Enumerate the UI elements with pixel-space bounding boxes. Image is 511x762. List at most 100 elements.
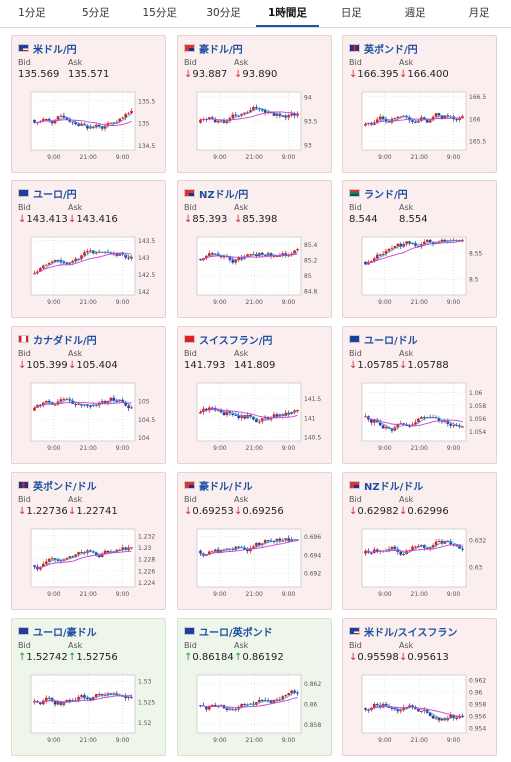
currency-pair-link[interactable]: ランド/円 [364, 189, 408, 201]
currency-pair-link[interactable]: カナダドル/円 [33, 335, 97, 347]
candle [106, 549, 110, 554]
short-moving-average-line [34, 693, 132, 704]
y-tick-label: 1.058 [469, 403, 486, 410]
price-chart[interactable]: 0.962 0.96 0.958 0.956 0.954 9:00 21:00 9:00 [348, 671, 493, 753]
bid-ask-labels: Bid Ask [184, 203, 248, 212]
candle [56, 557, 60, 563]
rate-card[interactable]: 米ドル/スイスフラン Bid Ask ↓0.95598↓0.95613 0.962… [342, 618, 497, 756]
currency-pair-link[interactable]: ユーロ/英ポンド [199, 627, 273, 639]
bid-ask-labels: Bid Ask [184, 641, 248, 650]
price-chart[interactable]: 143.5 143 142.5 142 9:00 21:00 9:00 [17, 233, 162, 315]
candle [390, 245, 394, 250]
x-tick-label: 21:00 [411, 591, 428, 598]
currency-pair-link[interactable]: ユーロ/ドル [364, 335, 418, 347]
price-chart[interactable]: 141.5 141 140.5 9:00 21:00 9:00 [183, 379, 328, 461]
currency-pair-link[interactable]: ユーロ/豪ドル [33, 627, 97, 639]
x-tick-label: 21:00 [411, 154, 428, 161]
rate-card[interactable]: 英ポンド/円 Bid Ask ↓166.395↓166.400 166.5 166 1… [342, 35, 497, 173]
currency-pair-link[interactable]: スイスフラン/円 [199, 335, 273, 347]
candle [47, 695, 51, 700]
price-chart[interactable]: 1.06 1.058 1.056 1.054 9:00 21:00 9:00 [348, 379, 493, 461]
ask-value: ↓143.416 [68, 214, 118, 225]
rate-card[interactable]: 豪ドル/ドル Bid Ask ↓0.69253↓0.69256 0.696 0.69… [177, 472, 332, 610]
rate-card[interactable]: ユーロ/豪ドル Bid Ask ↑1.52742↑1.52756 1.53 1.52… [11, 618, 166, 756]
y-tick-label: 135 [138, 121, 150, 128]
trend-arrow-icon: ↓ [349, 506, 358, 517]
tab-8[interactable]: 月足 [468, 7, 490, 19]
currency-pair-link[interactable]: 英ポンド/円 [364, 44, 418, 56]
currency-pair-link[interactable]: 豪ドル/ドル [199, 481, 253, 493]
card-header: 英ポンド/ドル [18, 478, 97, 493]
y-tick-label: 0.954 [469, 726, 486, 733]
price-chart[interactable]: 0.632 0.63 9:00 21:00 9:00 [348, 525, 493, 607]
currency-pair-link[interactable]: 英ポンド/ドル [33, 481, 97, 493]
tab-2[interactable]: 5分足 [81, 7, 110, 19]
price-chart[interactable]: 85.4 85.2 85 84.8 9:00 21:00 9:00 [183, 233, 328, 315]
candle [422, 415, 426, 421]
currency-pair-link[interactable]: NZドル/ドル [364, 481, 424, 493]
candle [399, 550, 403, 557]
bid-ask-labels: Bid Ask [184, 58, 248, 67]
rate-card[interactable]: ランド/円 Bid Ask 8.544 8.554 8.55 8.5 9:00 21:00… [342, 180, 497, 318]
short-moving-average-line [34, 399, 132, 409]
us-flag-icon [18, 44, 29, 52]
x-tick-label: 9:00 [282, 299, 296, 306]
price-chart[interactable]: 105 104.5 104 9:00 21:00 9:00 [17, 379, 162, 461]
tab-4[interactable]: 30分足 [206, 7, 241, 19]
card-header: カナダドル/円 [18, 332, 97, 347]
trend-arrow-icon: ↓ [399, 360, 408, 371]
candle [275, 255, 279, 258]
rate-card[interactable]: 米ドル/円 Bid Ask 135.569 135.571 135.5 135 134.… [11, 35, 166, 173]
currency-pair-link[interactable]: 米ドル/スイスフラン [364, 627, 458, 639]
currency-pair-link[interactable]: NZドル/円 [199, 189, 249, 201]
card-header: NZドル/ドル [349, 478, 424, 493]
price-chart[interactable]: 1.53 1.525 1.52 9:00 21:00 9:00 [17, 671, 162, 753]
candle [80, 549, 83, 554]
currency-pair-link[interactable]: ユーロ/円 [33, 189, 77, 201]
tab-7[interactable]: 週足 [404, 7, 426, 19]
candle [375, 547, 379, 554]
trend-arrow-icon: ↓ [184, 69, 193, 80]
candle [59, 560, 63, 564]
rate-card[interactable]: 英ポンド/ドル Bid Ask ↓1.22736↓1.22741 1.232 1.2… [11, 472, 166, 610]
ask-value: 8.554 [399, 214, 428, 225]
short-moving-average-line [365, 415, 463, 430]
candle [112, 395, 116, 404]
rate-card[interactable]: ユーロ/ドル Bid Ask ↓1.05785↓1.05788 1.06 1.058… [342, 326, 497, 464]
tab-6[interactable]: 日足 [340, 7, 362, 19]
rate-card[interactable]: ユーロ/英ポンド Bid Ask ↑0.86184↑0.86192 0.862 0.… [177, 618, 332, 756]
rate-card[interactable]: カナダドル/円 Bid Ask ↓105.399↓105.404 105 104.5… [11, 326, 166, 464]
currency-pair-link[interactable]: 豪ドル/円 [199, 44, 243, 56]
candle [71, 121, 75, 126]
rate-card[interactable]: ユーロ/円 Bid Ask ↓143.413↓143.416 143.5 143 14… [11, 180, 166, 318]
y-tick-label: 0.632 [469, 537, 486, 544]
y-tick-label: 1.224 [138, 580, 155, 587]
trend-arrow-icon: ↓ [234, 214, 243, 225]
candle [440, 238, 444, 242]
price-chart[interactable]: 0.696 0.694 0.692 9:00 21:00 9:00 [183, 525, 328, 607]
x-tick-label: 9:00 [47, 737, 61, 744]
candle [59, 396, 63, 403]
price-chart[interactable]: 94 93.5 93 9:00 21:00 9:00 [183, 88, 328, 170]
rate-card[interactable]: NZドル/円 Bid Ask ↓85.393 ↓85.398 85.4 85.2 85 8… [177, 180, 332, 318]
eu-flag-icon [184, 627, 195, 635]
tab-1[interactable]: 1分足 [18, 7, 46, 19]
price-chart[interactable]: 8.55 8.5 9:00 21:00 9:00 [348, 233, 493, 315]
candle [281, 538, 285, 542]
price-chart[interactable]: 166.5 166 165.5 9:00 21:00 9:00 [348, 88, 493, 170]
y-tick-label: 135.5 [138, 98, 155, 105]
tab-3[interactable]: 15分足 [142, 7, 177, 19]
currency-pair-link[interactable]: 米ドル/円 [33, 44, 77, 56]
rate-card[interactable]: NZドル/ドル Bid Ask ↓0.62982↓0.62996 0.632 0.6… [342, 472, 497, 610]
rate-card[interactable]: スイスフラン/円 Bid Ask 141.793 141.809 141.5 141 1… [177, 326, 332, 464]
x-tick-label: 9:00 [378, 445, 392, 452]
price-chart[interactable]: 135.5 135 134.5 9:00 21:00 9:00 [17, 88, 162, 170]
candle [127, 111, 130, 115]
candle [219, 408, 223, 414]
tab-5[interactable]: 1時間足 [255, 0, 320, 27]
rate-card[interactable]: 豪ドル/円 Bid Ask ↓93.887 ↓93.890 94 93.5 93 9:00… [177, 35, 332, 173]
price-chart[interactable]: 0.862 0.86 0.858 9:00 21:00 9:00 [183, 671, 328, 753]
price-chart[interactable]: 1.232 1.23 1.228 1.226 1.224 9:00 21:00 9:00 [17, 525, 162, 607]
candle [414, 419, 417, 427]
bid-ask-values: ↑0.86184↑0.86192 [184, 652, 284, 663]
